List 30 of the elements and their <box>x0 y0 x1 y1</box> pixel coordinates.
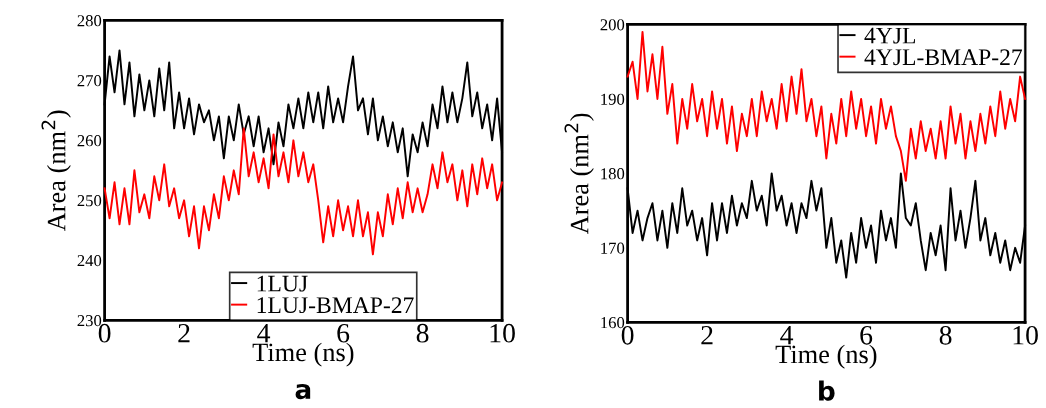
legend-label: 4YJL-BMAP-27 <box>864 49 1023 66</box>
y-tick-label: 180 <box>601 168 625 180</box>
line-series <box>103 127 504 256</box>
y-tick-label: 260 <box>77 135 102 147</box>
text: b <box>819 380 835 401</box>
y-tick-label: 190 <box>601 93 625 105</box>
y-tick-label: 280 <box>77 15 102 27</box>
y-tick-label: 250 <box>77 195 102 207</box>
x-tick-label: 6 <box>860 325 873 345</box>
y-tick-label: 270 <box>77 75 102 87</box>
y-tick-label: 170 <box>601 242 625 254</box>
legend-label: 1LUJ <box>257 275 308 292</box>
x-tick-label: 8 <box>939 325 952 345</box>
x-tick-label: 4 <box>257 324 271 343</box>
text: a <box>295 384 311 400</box>
x-tick-label: 10 <box>1013 325 1038 345</box>
y-tick-label: 200 <box>600 19 625 31</box>
x-axis-title: Time (ns) <box>252 342 354 367</box>
x-axis-title: Time (ns) <box>775 344 877 369</box>
y-tick-label: 240 <box>77 255 102 267</box>
legend-label: 1LUJ-BMAP-27 <box>257 297 414 314</box>
x-tick-label: 2 <box>701 325 713 345</box>
x-tick-label: 2 <box>178 323 190 343</box>
x-tick-label: 8 <box>416 323 429 343</box>
x-tick-label: 4 <box>780 326 794 345</box>
y-axis-title: Area (nm$^{2}$) <box>564 113 594 235</box>
x-tick-label: 10 <box>490 323 515 343</box>
x-tick-label: 6 <box>337 323 350 343</box>
y-axis-title: Area (nm$^{2}$) <box>41 110 71 232</box>
legend-label: 4YJL <box>864 27 916 44</box>
